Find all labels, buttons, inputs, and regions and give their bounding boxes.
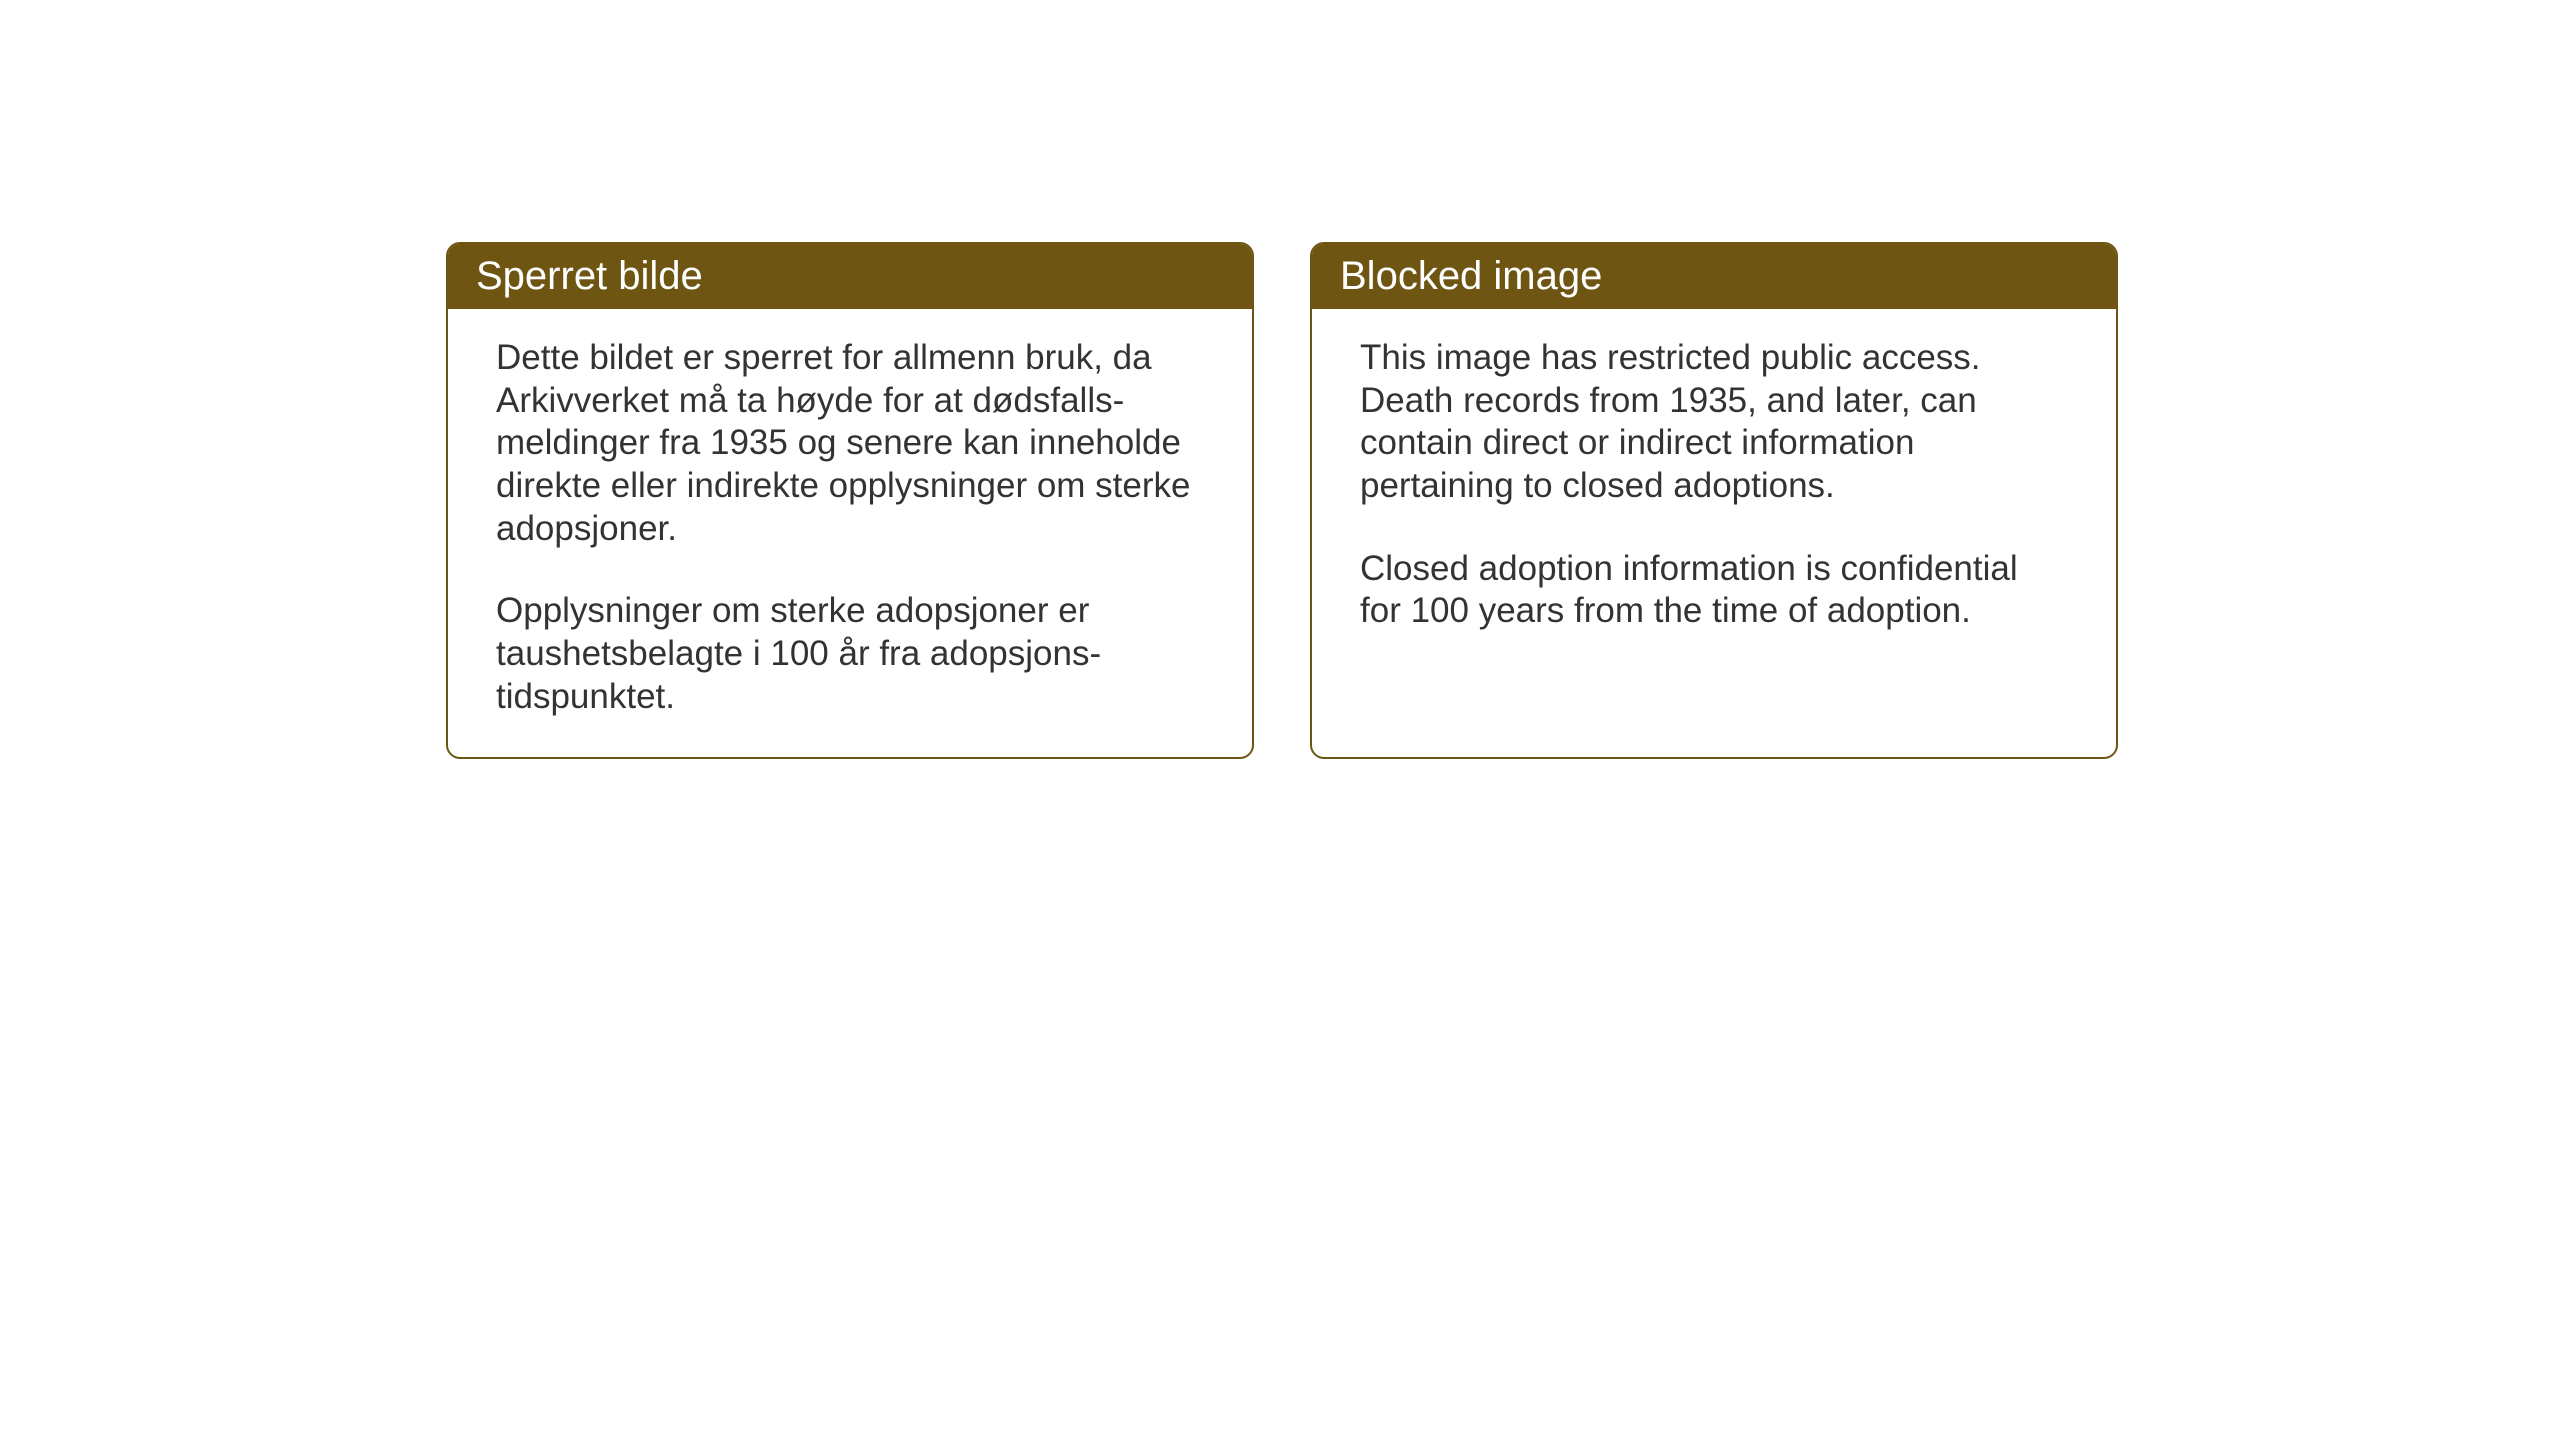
card-body-english: This image has restricted public access.…	[1312, 309, 2116, 671]
card-paragraph-1-norwegian: Dette bildet er sperret for allmenn bruk…	[496, 337, 1204, 550]
card-body-norwegian: Dette bildet er sperret for allmenn bruk…	[448, 309, 1252, 757]
card-title-english: Blocked image	[1340, 254, 1602, 298]
card-paragraph-1-english: This image has restricted public access.…	[1360, 337, 2068, 508]
notice-card-english: Blocked image This image has restricted …	[1310, 242, 2118, 759]
card-title-norwegian: Sperret bilde	[476, 254, 703, 298]
card-header-english: Blocked image	[1312, 244, 2116, 309]
card-header-norwegian: Sperret bilde	[448, 244, 1252, 309]
card-paragraph-2-norwegian: Opplysninger om sterke adopsjoner er tau…	[496, 590, 1204, 718]
notice-card-norwegian: Sperret bilde Dette bildet er sperret fo…	[446, 242, 1254, 759]
notice-container: Sperret bilde Dette bildet er sperret fo…	[446, 242, 2118, 759]
card-paragraph-2-english: Closed adoption information is confident…	[1360, 548, 2068, 633]
